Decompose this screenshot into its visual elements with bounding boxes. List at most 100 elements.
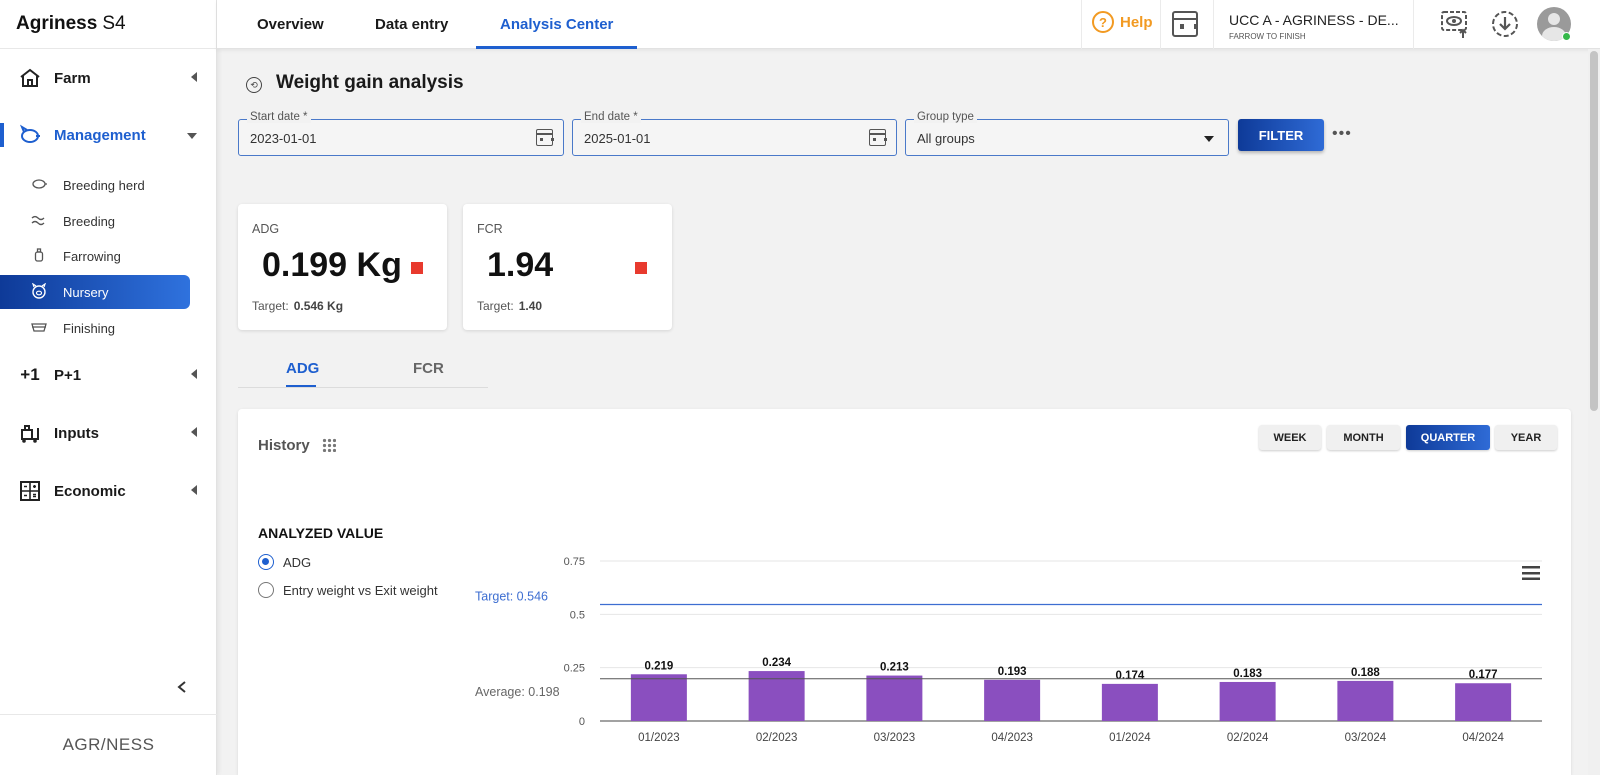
sidebar-item-farrowing[interactable]: Farrowing (0, 239, 190, 273)
x-tick-label: 02/2024 (1227, 732, 1269, 744)
calendar-icon[interactable] (1172, 11, 1198, 37)
sidebar-group-p-plus-one[interactable]: +1 P+1 (0, 355, 217, 395)
app-brand[interactable]: Agriness S4 (0, 0, 216, 49)
period-label: MONTH (1343, 431, 1384, 444)
preview-upload-icon[interactable] (1439, 8, 1471, 40)
y-tick-label: 0.75 (564, 556, 585, 568)
history-title: History (258, 437, 310, 454)
data-label: 0.188 (1351, 667, 1380, 679)
kpi-label: ADG (252, 222, 280, 236)
calculator-icon (18, 479, 42, 503)
sidebar-group-inputs[interactable]: Inputs (0, 413, 217, 453)
kpi-target-label: Target: (252, 299, 289, 313)
sidebar-group-label: Inputs (54, 424, 99, 442)
help-button[interactable]: ? Help (1092, 11, 1153, 33)
target-label: Target: 0.546 (475, 590, 548, 604)
bar (866, 675, 923, 721)
sidebar-group-management[interactable]: Management (0, 115, 217, 155)
y-tick-label: 0.5 (570, 609, 585, 621)
farm-type: FARROW TO FINISH (1229, 32, 1306, 41)
radio-label: Entry weight vs Exit weight (283, 582, 438, 598)
bar (1455, 683, 1512, 721)
status-indicator (411, 262, 423, 274)
group-type-select[interactable]: Group type All groups (905, 111, 1229, 156)
x-tick-label: 02/2023 (756, 732, 798, 744)
bar (1101, 683, 1158, 721)
farm-selector[interactable]: UCC A - AGRINESS - DE... (1229, 12, 1399, 28)
period-quarter-button[interactable]: QUARTER (1406, 425, 1490, 450)
period-month-button[interactable]: MONTH (1327, 425, 1400, 450)
radio-button[interactable] (258, 554, 274, 570)
more-options-icon[interactable]: ••• (1332, 125, 1352, 142)
radio-button[interactable] (258, 582, 274, 598)
sidebar-item-breeding-herd[interactable]: Breeding herd (0, 168, 190, 202)
adg-bar-chart: 0 0.25 0.5 0.75 0.219 01/2023 0.234 02/2023 0.21… (475, 556, 1542, 744)
grid-icon[interactable] (322, 438, 336, 452)
filter-button[interactable]: FILTER (1238, 119, 1324, 151)
subtab-fcr[interactable]: FCR (413, 360, 444, 388)
calendar-icon[interactable] (869, 129, 887, 146)
calendar-icon[interactable] (536, 129, 554, 146)
kpi-target-value: 0.546 Kg (293, 299, 344, 313)
divider (1413, 0, 1414, 49)
start-date-field[interactable]: Start date * 2023-01-01 (238, 111, 564, 156)
tab-data-entry[interactable]: Data entry (375, 0, 448, 49)
data-label: 0.183 (1233, 668, 1262, 680)
sidebar-group-economic[interactable]: Economic (0, 471, 217, 511)
farm-icon (18, 66, 42, 90)
breeding-icon (30, 214, 48, 229)
bar (1219, 681, 1276, 721)
sidebar-item-finishing[interactable]: Finishing (0, 311, 190, 345)
sidebar-item-label: Breeding herd (63, 177, 145, 193)
tab-label: Analysis Center (500, 16, 614, 33)
period-label: WEEK (1273, 431, 1307, 444)
footer-logo: AGR/NESS (0, 714, 217, 775)
chart-menu-icon[interactable] (1522, 566, 1540, 580)
kpi-card-adg: ADG 0.199 Kg Target: 0.546 Kg (238, 204, 447, 330)
app-version: S4 (102, 13, 126, 34)
radio-adg[interactable]: ADG (258, 554, 311, 570)
online-status-icon (1562, 32, 1571, 41)
subtab-label: FCR (413, 360, 444, 377)
top-bar: Overview Data entry Analysis Center ? He… (217, 0, 1600, 49)
download-icon[interactable] (1489, 8, 1521, 40)
period-year-button[interactable]: YEAR (1495, 425, 1557, 450)
kpi-target-value: 1.40 (518, 299, 543, 313)
end-date-value[interactable]: 2025-01-01 (584, 131, 651, 146)
end-date-field[interactable]: End date * 2025-01-01 (572, 111, 897, 156)
period-week-button[interactable]: WEEK (1259, 425, 1321, 450)
kpi-target: Target: 1.40 (477, 299, 542, 313)
bar (748, 671, 805, 721)
sidebar-group-label: P+1 (54, 366, 82, 384)
history-back-icon[interactable]: ⟲ (246, 77, 262, 93)
tab-label: Data entry (375, 16, 449, 33)
kpi-value: 0.199 Kg (262, 246, 402, 284)
sidebar-item-breeding[interactable]: Breeding (0, 204, 190, 238)
data-label: 0.177 (1469, 669, 1498, 681)
tab-analysis-center[interactable]: Analysis Center (475, 0, 638, 49)
sidebar-item-nursery[interactable]: Nursery (0, 275, 190, 309)
tab-overview[interactable]: Overview (257, 0, 324, 49)
caret-left-icon (191, 485, 197, 495)
start-date-value[interactable]: 2023-01-01 (250, 131, 317, 146)
kpi-target: Target: 0.546 Kg (252, 299, 343, 313)
scrollbar[interactable] (1588, 49, 1600, 775)
subtab-adg[interactable]: ADG (286, 360, 319, 388)
period-label: QUARTER (1420, 431, 1476, 444)
sidebar-group-label: Economic (54, 482, 126, 500)
footer-logo-text: AGR/NESS (62, 735, 155, 754)
subtab-divider (238, 387, 488, 388)
data-label: 0.193 (998, 666, 1027, 678)
data-label: 0.213 (880, 662, 909, 674)
sidebar-group-farm[interactable]: Farm (0, 58, 217, 98)
chevron-left-icon (177, 681, 186, 693)
kpi-target-label: Target: (477, 299, 514, 313)
radio-entry-exit-weight[interactable]: Entry weight vs Exit weight (258, 582, 438, 598)
scrollbar-thumb[interactable] (1590, 51, 1598, 411)
group-type-label: Group type (914, 111, 977, 123)
x-tick-label: 03/2024 (1345, 732, 1387, 744)
divider (1160, 0, 1161, 49)
x-tick-label: 03/2023 (874, 732, 916, 744)
collapse-sidebar-button[interactable] (176, 680, 188, 699)
sidebar-item-label: Farrowing (63, 248, 121, 264)
